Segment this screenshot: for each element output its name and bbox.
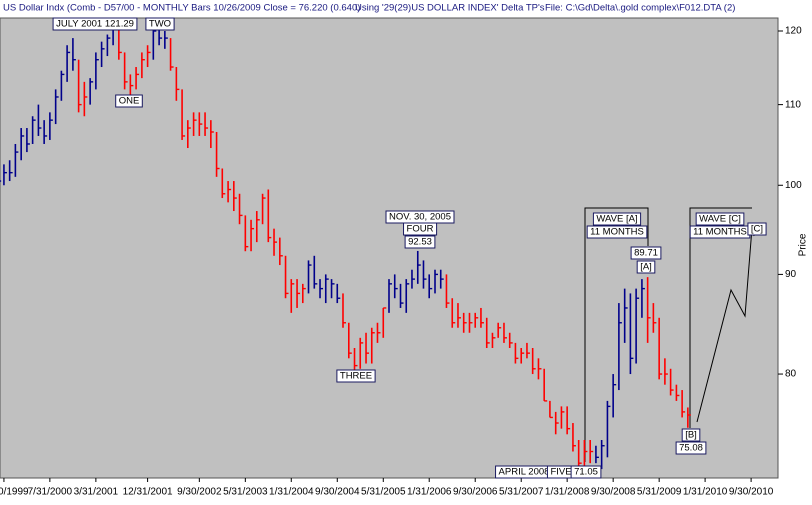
x-tick-label: 5/31/2007 [499, 487, 544, 498]
projection-line [696, 227, 753, 423]
annotation-text: FIVE [550, 467, 571, 478]
annotation-box [404, 235, 436, 249]
x-tick-label: 9/30/2006 [453, 487, 498, 498]
y-tick-label: 110 [785, 99, 801, 110]
annotation-text: THREE [340, 371, 372, 382]
x-tick-label: 9/30/2002 [177, 487, 222, 498]
x-tick-label: 9/30/2004 [315, 487, 360, 498]
x-tick-label: 1/31/2004 [269, 487, 314, 498]
y-tick-label: 90 [785, 269, 797, 280]
x-tick-label: 11/30/1999 [0, 487, 29, 498]
x-tick-label: 1/31/2010 [683, 487, 728, 498]
wave-c-bracket [689, 207, 752, 428]
annotation-box [592, 212, 642, 226]
annotation-box [336, 369, 376, 383]
annotation-text: WAVE [C] [699, 214, 741, 225]
annotation: ONE [115, 94, 143, 108]
annotation-box [681, 428, 701, 442]
annotation-text: NOV. 30, 2005 [389, 212, 451, 223]
annotation-box [570, 465, 602, 479]
annotation-box [145, 17, 175, 31]
annotation-box [695, 212, 745, 226]
x-tick-label: 1/31/2008 [545, 487, 590, 498]
annotation-text: TWO [149, 19, 171, 30]
y-tick-label: 80 [785, 369, 797, 380]
annotation-text: 75.08 [679, 443, 703, 454]
x-tick-label: 5/31/2009 [637, 487, 682, 498]
annotation: 11 MONTHS [689, 225, 751, 239]
x-tick-label: 1/31/2006 [407, 487, 452, 498]
annotation-box [747, 222, 767, 236]
annotation-text: [C] [751, 224, 763, 235]
annotation-text: ONE [119, 96, 140, 107]
annotation: APRIL 2008 [495, 465, 553, 479]
annotation: 11 MONTHS [586, 225, 648, 239]
annotation-text: [B] [685, 430, 697, 441]
annotation-box [675, 441, 707, 455]
annotation-text: WAVE [A] [596, 214, 637, 225]
annotation-box [52, 17, 138, 31]
y-axis-label: Price [798, 233, 809, 256]
x-tick-label: 5/31/2003 [223, 487, 268, 498]
annotation: JULY 2001 121.29 [52, 17, 138, 31]
annotation: NOV. 30, 2005 [385, 210, 455, 224]
x-tick-label: 3/31/2001 [74, 487, 119, 498]
bars [0, 20, 691, 475]
annotation: 92.53 [404, 235, 436, 249]
file-label: File: C:\Gd\Delta\.gold complex\F012.DTA… [545, 3, 735, 14]
annotation-box [630, 246, 662, 260]
x-tick-label: 9/30/2010 [729, 487, 774, 498]
chart-title: US Dollar Indx (Comb - D57/00 - MONTHLY … [3, 3, 360, 14]
annotation-text: JULY 2001 121.29 [56, 19, 134, 30]
x-tick-label: 5/31/2005 [361, 487, 406, 498]
y-tick-label: 100 [785, 180, 802, 191]
annotation-box [586, 225, 648, 239]
annotation: TWO [145, 17, 175, 31]
x-tick-label: 7/31/2000 [28, 487, 73, 498]
annotation: 71.05 [570, 465, 602, 479]
annotation: [C] [747, 222, 767, 236]
wave-lines [584, 207, 755, 462]
subtitle: Using '29(29)US DOLLAR INDEX' Delta TP's [355, 3, 545, 14]
annotation: FOUR [403, 222, 438, 236]
x-tick-label: 9/30/2008 [591, 487, 636, 498]
annotation: 75.08 [675, 441, 707, 455]
annotation-box [403, 222, 438, 236]
x-tick-label: 12/31/2001 [123, 487, 173, 498]
annotation: WAVE [C] [695, 212, 745, 226]
annotation: 89.71 [630, 246, 662, 260]
annotation-box [115, 94, 143, 108]
annotation: [B] [681, 428, 701, 442]
wave-a-bracket [584, 207, 649, 462]
annotation-text: APRIL 2008 [499, 467, 550, 478]
annotation-text: 71.05 [574, 467, 598, 478]
annotation-text: [A] [640, 262, 652, 273]
annotation-text: 11 MONTHS [590, 227, 644, 238]
annotation-text: 92.53 [408, 237, 432, 248]
annotation-text: FOUR [407, 224, 434, 235]
annotation: THREE [336, 369, 376, 383]
annotation: WAVE [A] [592, 212, 642, 226]
y-tick-label: 120 [785, 26, 802, 37]
annotation: [A] [636, 260, 656, 274]
annotation: FIVE [546, 465, 576, 479]
annotation-box [636, 260, 656, 274]
annotation-text: 11 MONTHS [693, 227, 747, 238]
annotation-text: 89.71 [634, 248, 658, 259]
